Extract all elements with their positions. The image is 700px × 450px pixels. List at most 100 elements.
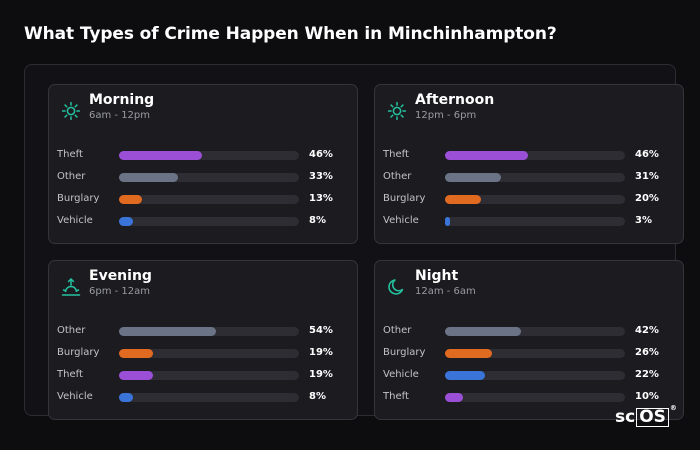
bar-row: Burglary 26% xyxy=(383,346,673,360)
bar-row: Burglary 20% xyxy=(383,192,673,206)
bar-label: Vehicle xyxy=(383,215,419,226)
bar-fill xyxy=(445,195,481,204)
bar-fill xyxy=(119,151,202,160)
chart-title: What Types of Crime Happen When in Minch… xyxy=(24,24,557,44)
bar-label: Other xyxy=(57,171,86,182)
bar-fill xyxy=(119,195,142,204)
bar-track xyxy=(119,393,299,402)
bar-value-label: 3% xyxy=(635,215,652,226)
bar-value-label: 42% xyxy=(635,325,659,336)
bar-value-label: 8% xyxy=(309,215,326,226)
sunset-icon xyxy=(61,277,81,297)
bar-row: Other 31% xyxy=(383,170,673,184)
time-card-range: 12pm - 6pm xyxy=(415,110,477,121)
bar-value-label: 19% xyxy=(309,347,333,358)
time-card-range: 6pm - 12am xyxy=(89,286,151,297)
bar-track xyxy=(445,349,625,358)
bar-track xyxy=(445,195,625,204)
bar-track xyxy=(119,195,299,204)
bar-track xyxy=(119,371,299,380)
time-card-range: 12am - 6am xyxy=(415,286,476,297)
time-card-title: Morning xyxy=(89,92,155,108)
bar-value-label: 46% xyxy=(309,149,333,160)
bar-label: Burglary xyxy=(57,347,100,358)
bar-value-label: 20% xyxy=(635,193,659,204)
moon-icon xyxy=(387,277,407,297)
time-card-2: Evening 6pm - 12am Other 54% Burglary 19% Thef… xyxy=(48,260,358,420)
bar-value-label: 22% xyxy=(635,369,659,380)
bar-fill xyxy=(445,393,463,402)
bar-value-label: 31% xyxy=(635,171,659,182)
bar-value-label: 19% xyxy=(309,369,333,380)
bar-track xyxy=(119,349,299,358)
bar-track xyxy=(119,151,299,160)
bar-label: Vehicle xyxy=(57,215,93,226)
bar-value-label: 33% xyxy=(309,171,333,182)
bar-value-label: 10% xyxy=(635,391,659,402)
bar-row: Theft 10% xyxy=(383,390,673,404)
bar-label: Theft xyxy=(57,149,83,160)
bar-row: Other 42% xyxy=(383,324,673,338)
bar-fill xyxy=(445,151,528,160)
time-card-title: Evening xyxy=(89,268,152,284)
bar-track xyxy=(445,151,625,160)
bar-fill xyxy=(445,173,501,182)
bar-value-label: 13% xyxy=(309,193,333,204)
bar-row: Vehicle 22% xyxy=(383,368,673,382)
time-card-range: 6am - 12pm xyxy=(89,110,151,121)
bar-label: Other xyxy=(383,325,412,336)
bar-fill xyxy=(119,327,216,336)
bar-fill xyxy=(119,173,178,182)
bar-label: Burglary xyxy=(57,193,100,204)
bar-track xyxy=(445,327,625,336)
bar-fill xyxy=(119,393,133,402)
bar-label: Burglary xyxy=(383,193,426,204)
bar-value-label: 54% xyxy=(309,325,333,336)
bar-label: Burglary xyxy=(383,347,426,358)
bar-track xyxy=(445,371,625,380)
bar-fill xyxy=(119,371,153,380)
bar-track xyxy=(119,173,299,182)
bar-label: Theft xyxy=(57,369,83,380)
logo-prefix: sc xyxy=(615,407,636,427)
time-card-0: Morning 6am - 12pm Theft 46% Other 33% Burglar… xyxy=(48,84,358,244)
time-card-1: Afternoon 12pm - 6pm Theft 46% Other 31% Burgl… xyxy=(374,84,684,244)
bar-row: Theft 46% xyxy=(383,148,673,162)
bar-value-label: 8% xyxy=(309,391,326,402)
bar-value-label: 46% xyxy=(635,149,659,160)
bar-label: Other xyxy=(383,171,412,182)
logo-boxed-text: OS xyxy=(636,407,669,427)
bar-row: Burglary 19% xyxy=(57,346,347,360)
bar-value-label: 26% xyxy=(635,347,659,358)
bar-row: Other 54% xyxy=(57,324,347,338)
bar-fill xyxy=(445,371,485,380)
bar-label: Theft xyxy=(383,391,409,402)
bar-row: Vehicle 8% xyxy=(57,390,347,404)
bar-track xyxy=(445,173,625,182)
bar-row: Burglary 13% xyxy=(57,192,347,206)
bar-track xyxy=(119,217,299,226)
bar-track xyxy=(445,217,625,226)
scos-logo: sc OS ® xyxy=(615,404,677,428)
bar-row: Vehicle 8% xyxy=(57,214,347,228)
bar-row: Other 33% xyxy=(57,170,347,184)
bar-fill xyxy=(445,327,521,336)
bar-label: Vehicle xyxy=(383,369,419,380)
time-card-3: Night 12am - 6am Other 42% Burglary 26% Vehicl… xyxy=(374,260,684,420)
bar-label: Vehicle xyxy=(57,391,93,402)
bar-track xyxy=(445,393,625,402)
bar-label: Theft xyxy=(383,149,409,160)
bar-fill xyxy=(119,349,153,358)
bar-fill xyxy=(119,217,133,226)
sun-icon xyxy=(387,101,407,121)
bar-fill xyxy=(445,349,492,358)
bar-row: Theft 19% xyxy=(57,368,347,382)
sun-icon xyxy=(61,101,81,121)
bar-track xyxy=(119,327,299,336)
bar-label: Other xyxy=(57,325,86,336)
bar-fill xyxy=(445,217,450,226)
bar-row: Vehicle 3% xyxy=(383,214,673,228)
bar-row: Theft 46% xyxy=(57,148,347,162)
time-card-title: Night xyxy=(415,268,459,284)
time-card-title: Afternoon xyxy=(415,92,495,108)
